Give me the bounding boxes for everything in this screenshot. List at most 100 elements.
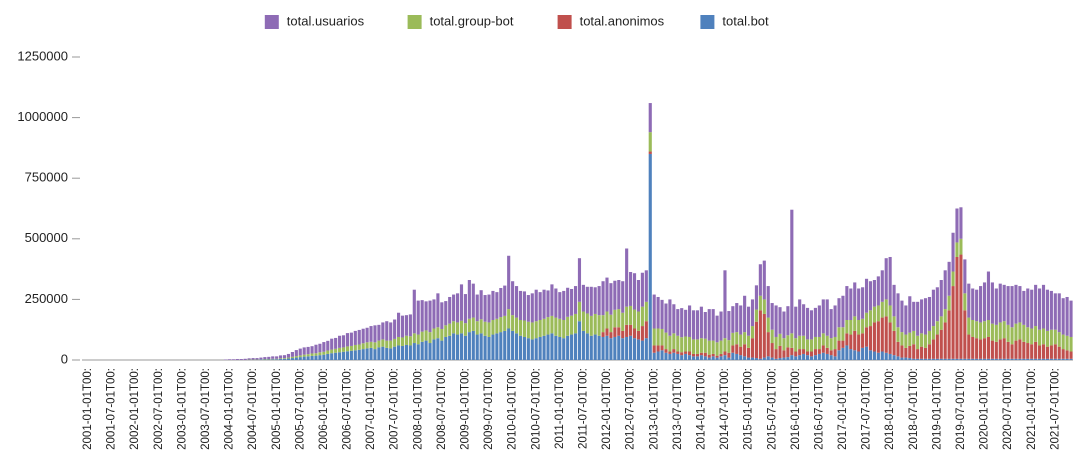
bar-segment (1065, 350, 1069, 359)
bar-segment (782, 350, 786, 358)
bar-segment (259, 357, 263, 360)
bar-segment (931, 326, 935, 340)
bar-segment (585, 333, 589, 360)
bar-segment (845, 333, 849, 346)
bar-segment (691, 310, 696, 340)
bar-segment (750, 299, 755, 327)
bar-segment (1065, 358, 1069, 360)
bar-segment (845, 320, 849, 334)
bar-segment (656, 351, 660, 360)
bar-segment (625, 324, 629, 337)
bar-segment (290, 358, 294, 360)
bar-segment (1030, 328, 1034, 345)
bar-segment (455, 322, 460, 335)
bar-segment (727, 357, 731, 360)
x-tick-label: 2021-07-01T00: (1049, 368, 1061, 450)
bar-segment (715, 355, 719, 358)
bar-segment (731, 306, 735, 333)
bar-segment (1045, 358, 1050, 360)
bar-segment (695, 339, 700, 354)
bar-segment (920, 346, 924, 359)
bar-segment (971, 358, 975, 360)
x-tick-label: 2008-01-01T00: (412, 368, 424, 450)
bar-segment (829, 338, 833, 351)
bar-segment (416, 300, 420, 335)
bar-segment (790, 347, 794, 356)
bar-segment (805, 351, 810, 356)
bar-segment (1002, 358, 1006, 360)
bar-segment (448, 296, 452, 324)
bar-segment (794, 356, 798, 360)
bar-segment (943, 309, 947, 323)
bar-segment (397, 345, 401, 360)
bar-segment (357, 349, 361, 360)
bar-segment (511, 281, 515, 316)
bar-segment (680, 355, 684, 360)
bar-segment (762, 357, 766, 360)
bar-segment (660, 345, 664, 351)
bar-segment (302, 347, 306, 355)
bar-segment (943, 270, 947, 310)
bar-segment (892, 284, 896, 317)
bar-segment (998, 322, 1002, 340)
x-tick-label: 2004-07-01T00: (247, 368, 259, 450)
bar-segment (601, 281, 605, 316)
bar-segment (676, 353, 680, 360)
bar-segment (562, 320, 566, 339)
bar-segment (688, 351, 692, 356)
bar-segment (703, 356, 707, 360)
bar-segment (373, 342, 377, 350)
bar-segment (778, 358, 782, 360)
x-tick-label: 2010-07-01T00: (530, 368, 542, 450)
bar-segment (880, 301, 884, 318)
bar-segment (802, 349, 806, 354)
bar-segment (625, 306, 629, 325)
bar-segment (577, 301, 582, 322)
bar-segment (286, 358, 291, 360)
bar-segment (790, 209, 794, 334)
bar-segment (825, 353, 829, 360)
bar-segment (939, 316, 943, 330)
legend-swatch (557, 15, 572, 29)
bar-segment (754, 309, 758, 322)
bar-segment (1041, 284, 1046, 329)
bar-segment (754, 285, 758, 310)
x-tick-label: 2020-07-01T00: (1002, 368, 1014, 450)
bar-segment (927, 296, 932, 331)
bar-segment (271, 359, 275, 360)
bar-segment (1041, 344, 1046, 359)
bar-segment (1038, 345, 1042, 359)
bar-segment (1010, 286, 1014, 328)
bar-segment (369, 326, 373, 342)
bar-segment (408, 345, 412, 360)
bar-segment (719, 353, 723, 357)
bar-segment (770, 343, 774, 358)
bar-segment (1026, 358, 1030, 360)
bar-segment (975, 358, 979, 360)
bar-segment (275, 359, 279, 360)
bar-segment (699, 306, 703, 339)
bar-segment (786, 335, 790, 348)
bar-segment (648, 151, 652, 154)
bar-segment (361, 328, 365, 344)
bar-segment (699, 338, 703, 353)
bar-segment (975, 289, 979, 322)
bar-segment (452, 321, 456, 334)
bar-segment (302, 354, 306, 357)
bar-segment (282, 355, 287, 359)
bar-segment (397, 336, 401, 346)
bar-segment (912, 344, 916, 359)
bar-segment (530, 322, 534, 340)
bar-segment (526, 321, 530, 339)
bar-segment (975, 321, 979, 339)
bar-segment (979, 358, 983, 360)
bar-segment (951, 232, 955, 272)
bar-segment (896, 293, 900, 328)
bar-segment (1061, 298, 1065, 335)
bar-segment (990, 282, 994, 324)
x-tick-label: 2005-07-01T00: (294, 368, 306, 450)
bar-segment (558, 318, 562, 337)
bar-segment (963, 293, 967, 311)
bar-segment (979, 339, 983, 359)
bar-segment (833, 305, 837, 337)
